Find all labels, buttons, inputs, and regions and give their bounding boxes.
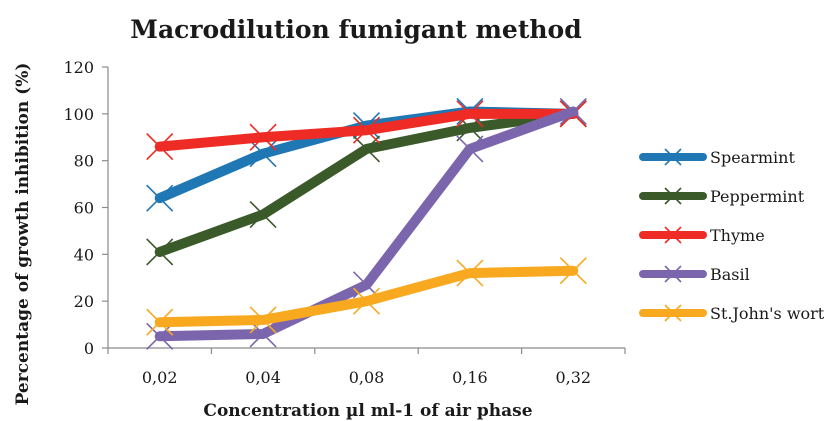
legend-item: Spearmint bbox=[639, 148, 795, 167]
y-tick-label: 80 bbox=[74, 152, 94, 171]
legend-marker bbox=[664, 265, 682, 283]
data-point bbox=[249, 123, 277, 151]
data-point bbox=[146, 184, 174, 212]
data-point bbox=[352, 287, 381, 315]
x-tick-label: 0,02 bbox=[142, 368, 178, 387]
y-axis-label: Percentage of growth inhibition (%) bbox=[13, 63, 33, 406]
chart-title: Macrodilution fumigant method bbox=[130, 15, 581, 44]
data-point bbox=[456, 100, 484, 128]
x-tick-label: 0,04 bbox=[245, 368, 281, 387]
y-tick-label: 40 bbox=[74, 245, 94, 264]
legend-marker bbox=[664, 187, 682, 205]
legend-label: Peppermint bbox=[710, 187, 805, 206]
data-point bbox=[249, 200, 277, 229]
series-basil bbox=[146, 97, 587, 350]
legend-item: St.John's wort bbox=[639, 304, 824, 323]
data-point bbox=[249, 306, 277, 334]
data-point bbox=[559, 97, 587, 126]
x-axis-label: Concentration µl ml-1 of air phase bbox=[203, 401, 532, 421]
data-point bbox=[352, 135, 381, 163]
x-tick-label: 0,08 bbox=[349, 368, 385, 387]
legend: Spearmint Peppermint Thyme Basil St.John's w… bbox=[639, 148, 824, 323]
legend-item: Peppermint bbox=[639, 187, 805, 206]
legend-label: St.John's wort bbox=[710, 304, 824, 323]
series-st-john-s-wort bbox=[146, 257, 587, 336]
data-point bbox=[146, 238, 174, 266]
legend-marker bbox=[664, 304, 682, 322]
legend-label: Thyme bbox=[710, 226, 765, 245]
series-group bbox=[146, 97, 587, 350]
x-ticks: 0,02 0,04 0,08 0,16 0,32 bbox=[107, 348, 626, 387]
legend-label: Basil bbox=[710, 265, 750, 284]
legend-marker bbox=[664, 226, 682, 244]
legend-label: Spearmint bbox=[710, 148, 795, 167]
y-tick-label: 120 bbox=[63, 58, 94, 77]
legend-item: Basil bbox=[639, 265, 750, 284]
y-tick-label: 60 bbox=[74, 199, 94, 218]
x-tick-label: 0,32 bbox=[555, 368, 591, 387]
series-thyme bbox=[146, 100, 587, 161]
data-point bbox=[146, 322, 174, 350]
y-ticks: 0 20 40 60 80 100 120 bbox=[63, 58, 108, 358]
data-point bbox=[249, 320, 277, 348]
y-tick-label: 20 bbox=[74, 292, 94, 311]
legend-marker bbox=[664, 148, 682, 166]
data-point bbox=[146, 133, 174, 161]
y-tick-label: 0 bbox=[84, 339, 94, 358]
data-point bbox=[456, 135, 484, 163]
data-point bbox=[559, 257, 587, 285]
data-point bbox=[456, 259, 484, 287]
legend-item: Thyme bbox=[639, 226, 765, 245]
y-tick-label: 100 bbox=[63, 105, 94, 124]
x-tick-label: 0,16 bbox=[452, 368, 488, 387]
data-point bbox=[352, 116, 381, 144]
data-point bbox=[146, 308, 174, 336]
